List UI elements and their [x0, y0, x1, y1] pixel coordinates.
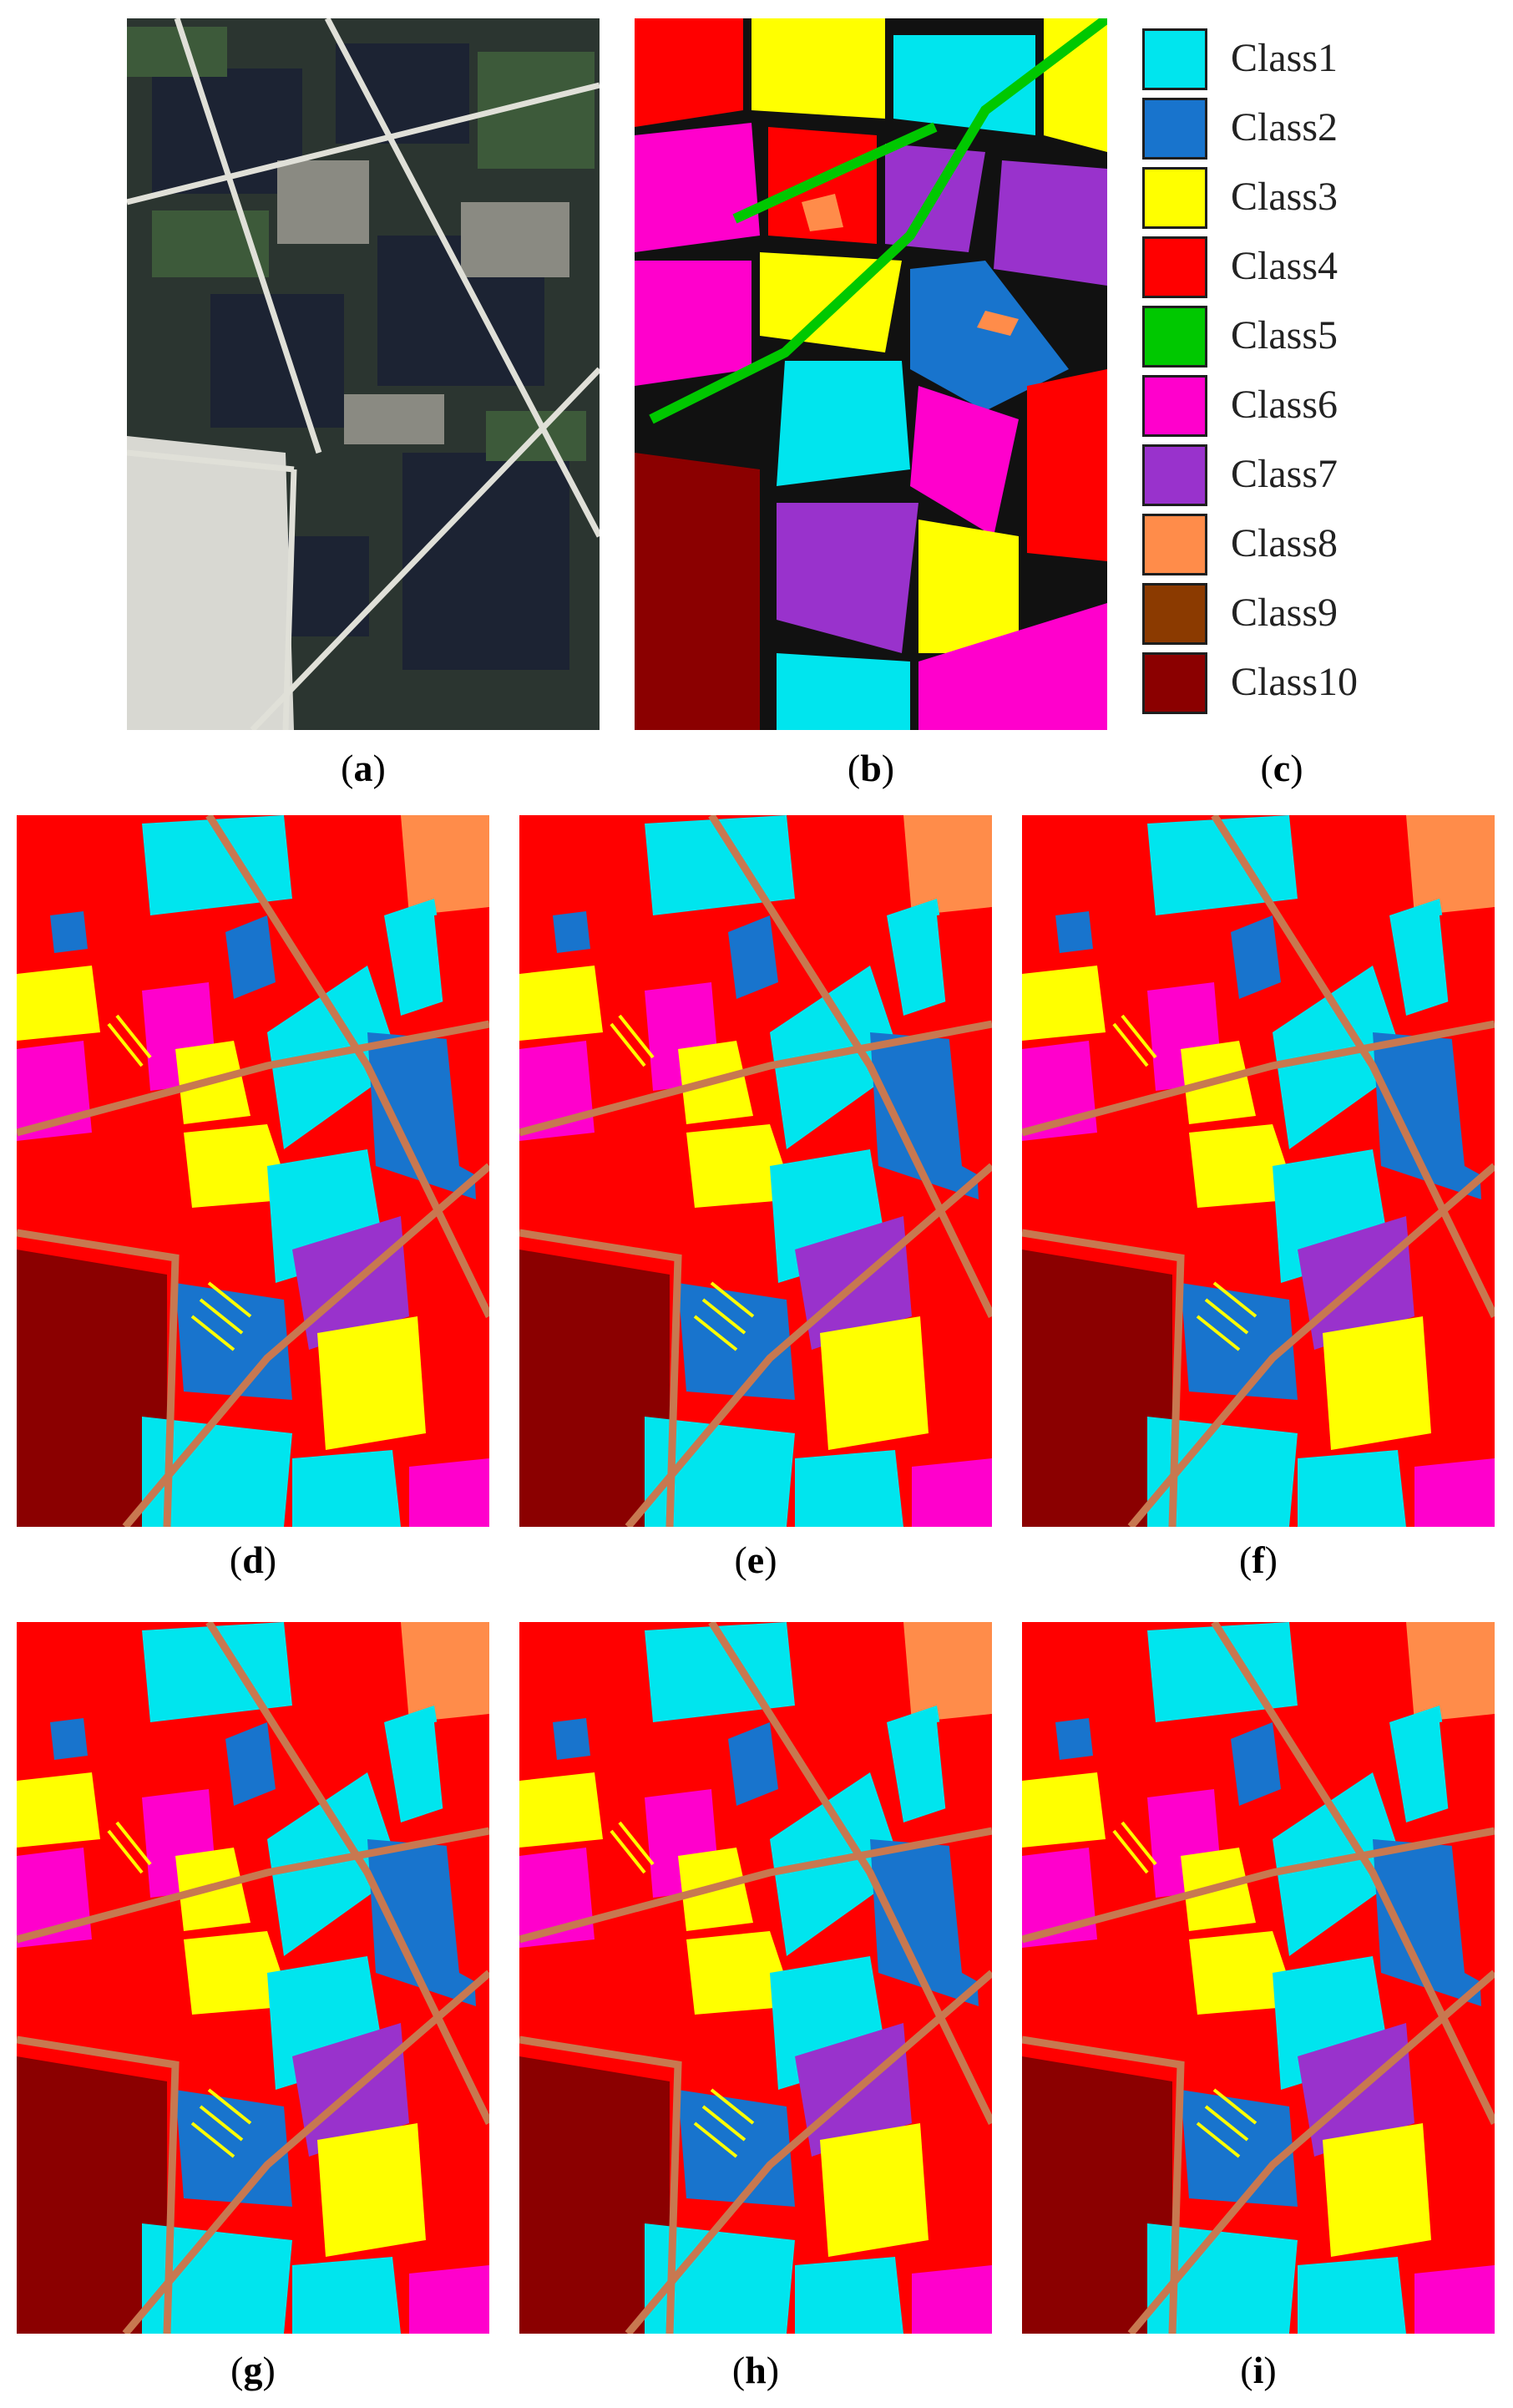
legend-swatch [1142, 583, 1207, 645]
legend-item-class4: Class4 [1142, 236, 1493, 298]
legend-swatch [1142, 167, 1207, 229]
legend-item-class1: Class1 [1142, 28, 1493, 90]
legend-label: Class7 [1231, 452, 1338, 496]
legend-label: Class1 [1231, 36, 1338, 80]
caption-d: (d) [229, 1539, 277, 1581]
legend-label: Class5 [1231, 313, 1338, 357]
legend-swatch [1142, 514, 1207, 575]
caption-c: (c) [1260, 747, 1303, 789]
legend-label: Class3 [1231, 175, 1338, 219]
panel-a-satellite-image [127, 18, 600, 730]
panel-d-classification-map [17, 815, 489, 1527]
panel-f-classification-map [1022, 815, 1495, 1527]
legend-swatch [1142, 375, 1207, 437]
panel-i-classification-map [1022, 1622, 1495, 2334]
legend-swatch [1142, 652, 1207, 714]
legend-item-class7: Class7 [1142, 444, 1493, 506]
legend: Class1 Class2 Class3 Class4 Class5 Class… [1142, 28, 1493, 722]
legend-item-class8: Class8 [1142, 514, 1493, 575]
legend-item-class5: Class5 [1142, 306, 1493, 368]
legend-item-class2: Class2 [1142, 98, 1493, 160]
legend-label: Class8 [1231, 521, 1338, 565]
legend-item-class10: Class10 [1142, 652, 1493, 714]
legend-swatch [1142, 236, 1207, 298]
legend-item-class6: Class6 [1142, 375, 1493, 437]
caption-a: (a) [341, 747, 386, 789]
legend-label: Class10 [1231, 660, 1359, 704]
caption-h: (h) [731, 2349, 780, 2391]
panel-e-classification-map [519, 815, 992, 1527]
legend-swatch [1142, 444, 1207, 506]
legend-item-class3: Class3 [1142, 167, 1493, 229]
panel-h-classification-map [519, 1622, 992, 2334]
panel-g-classification-map [17, 1622, 489, 2334]
legend-swatch [1142, 28, 1207, 90]
caption-b: (b) [847, 747, 895, 789]
legend-label: Class9 [1231, 591, 1338, 635]
legend-swatch [1142, 98, 1207, 160]
legend-swatch [1142, 306, 1207, 368]
legend-label: Class2 [1231, 105, 1338, 150]
caption-g: (g) [230, 2349, 276, 2391]
legend-item-class9: Class9 [1142, 583, 1493, 645]
caption-f: (f) [1239, 1539, 1278, 1581]
legend-label: Class6 [1231, 383, 1338, 427]
panel-b-ground-truth-map [635, 18, 1107, 730]
caption-i: (i) [1240, 2349, 1277, 2391]
caption-e: (e) [734, 1539, 777, 1581]
legend-label: Class4 [1231, 244, 1338, 288]
